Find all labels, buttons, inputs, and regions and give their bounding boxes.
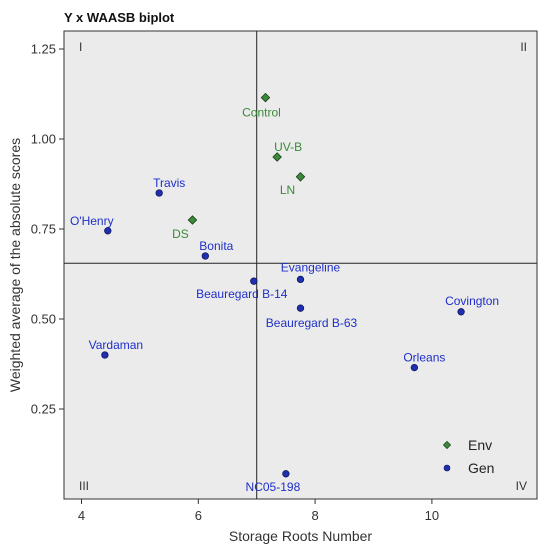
y-tick-label: 0.25 <box>31 402 56 417</box>
gen-point <box>296 275 305 284</box>
legend-label: Env <box>468 437 492 453</box>
gen-point-label: Covington <box>445 294 499 308</box>
reference-lines <box>64 31 537 499</box>
gen-point <box>104 227 112 235</box>
gen-point-label: Vardaman <box>89 338 143 352</box>
quadrant-label: IV <box>516 479 527 493</box>
data-points: Control UV-B LN DS Travis O'Henry Bonita Evange… <box>70 92 499 494</box>
gen-point-label: Travis <box>153 176 185 190</box>
chart-title: Y x WAASB biplot <box>64 10 175 25</box>
x-tick-label: 8 <box>311 508 318 523</box>
env-point-label: UV-B <box>274 140 302 154</box>
y-tick-label: 1.00 <box>31 132 56 147</box>
env-point-label: Control <box>242 106 281 120</box>
gen-point-label: Evangeline <box>281 260 341 274</box>
env-point <box>260 92 271 103</box>
legend-env-marker <box>442 440 452 450</box>
gen-point <box>101 351 109 359</box>
legend: Env Gen <box>442 437 494 476</box>
gen-point <box>250 277 258 285</box>
legend-gen-marker <box>443 464 451 472</box>
env-point <box>187 215 198 225</box>
gen-point <box>155 189 163 197</box>
gen-point-label: Beauregard B-14 <box>196 287 288 301</box>
env-point <box>295 172 306 182</box>
gen-point-label: NC05-198 <box>246 480 301 494</box>
y-tick-label: 1.25 <box>31 42 56 57</box>
x-tick-label: 6 <box>195 508 202 523</box>
gen-point <box>410 363 419 372</box>
gen-point-label: O'Henry <box>70 214 114 228</box>
gen-point <box>457 308 465 316</box>
quadrant-label: I <box>79 40 82 54</box>
env-point-label: LN <box>280 183 295 197</box>
x-tick-label: 4 <box>78 508 85 523</box>
y-axis-ticks: 0.25 0.50 0.75 1.00 1.25 <box>31 42 64 417</box>
plot-background <box>63 30 538 500</box>
gen-point-label: Orleans <box>403 351 445 365</box>
y-tick-label: 0.75 <box>31 222 56 237</box>
gen-point-label: Bonita <box>199 239 233 253</box>
x-tick-label: 10 <box>425 508 439 523</box>
x-axis-label: Storage Roots Number <box>229 528 373 544</box>
x-axis-ticks: 4 6 8 10 <box>78 499 439 523</box>
quadrant-label: III <box>79 479 89 493</box>
env-point-label: DS <box>172 227 189 241</box>
env-point <box>272 152 282 162</box>
gen-point-label: Beauregard B-63 <box>266 316 358 330</box>
y-tick-label: 0.50 <box>31 312 56 327</box>
gen-point <box>201 252 209 260</box>
gen-point <box>296 304 305 312</box>
gen-point <box>282 470 290 478</box>
legend-label: Gen <box>468 460 494 476</box>
quadrant-label: II <box>520 40 527 54</box>
y-axis-label: Weighted average of the absolute scores <box>7 138 23 392</box>
